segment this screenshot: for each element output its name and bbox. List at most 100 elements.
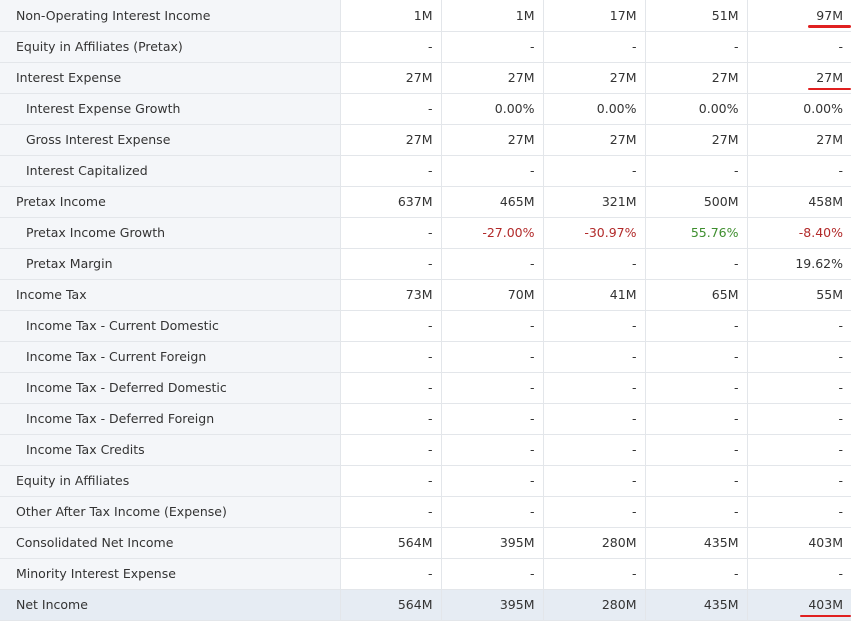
value-cell: 403M <box>746 588 851 621</box>
row-label: Consolidated Net Income <box>0 527 340 559</box>
value-cell: - <box>644 341 747 373</box>
value-cell: - <box>440 248 543 280</box>
value-cell: - <box>746 372 851 404</box>
row-label: Gross Interest Expense <box>0 124 340 156</box>
table-row: Income Tax - Current Domestic - - - - - <box>0 310 851 342</box>
value-cell: 321M <box>542 186 645 218</box>
value-cell: 435M <box>644 527 747 559</box>
row-label: Other After Tax Income (Expense) <box>0 496 340 528</box>
value-cell: 27M <box>644 124 747 156</box>
row-label: Income Tax - Current Foreign <box>0 341 340 373</box>
value-cell: 73M <box>339 279 441 311</box>
value-cell: - <box>746 310 851 342</box>
value-cell: 0.00% <box>644 93 747 125</box>
value-cell: - <box>339 310 441 342</box>
value-cell: 27M <box>746 124 851 156</box>
value-cell: - <box>339 496 441 528</box>
value-cell: - <box>746 31 851 63</box>
value-cell: - <box>644 310 747 342</box>
value-cell: - <box>339 93 441 125</box>
value-cell: - <box>440 155 543 187</box>
table-row: Income Tax - Current Foreign - - - - - <box>0 341 851 373</box>
value-cell: - <box>339 465 441 497</box>
row-label: Equity in Affiliates (Pretax) <box>0 31 340 63</box>
value-cell: 500M <box>644 186 747 218</box>
table-row: Consolidated Net Income 564M 395M 280M 435M 4… <box>0 527 851 559</box>
value-cell: - <box>746 341 851 373</box>
value-cell: 27M <box>339 62 441 94</box>
value-cell: - <box>440 341 543 373</box>
value-cell: - <box>542 155 645 187</box>
value-cell: 435M <box>644 588 747 621</box>
value-cell: 0.00% <box>746 93 851 125</box>
value-cell: 403M <box>746 527 851 559</box>
value-cell: 280M <box>542 527 645 559</box>
value-cell: 27M <box>542 124 645 156</box>
value-cell: - <box>339 217 441 249</box>
row-label: Interest Expense <box>0 62 340 94</box>
value-cell: - <box>644 155 747 187</box>
value-cell: - <box>440 310 543 342</box>
red-underline-annotation: 403M <box>800 597 851 617</box>
value-cell: - <box>746 403 851 435</box>
value-cell: 1M <box>339 0 441 32</box>
value-cell: - <box>440 465 543 497</box>
value-cell: - <box>339 372 441 404</box>
table-row: Other After Tax Income (Expense) - - - - - <box>0 496 851 528</box>
value-cell: 65M <box>644 279 747 311</box>
value-cell: - <box>644 372 747 404</box>
table-row: Gross Interest Expense 27M 27M 27M 27M 27M <box>0 124 851 156</box>
value-cell: 564M <box>339 588 441 621</box>
table-row: Minority Interest Expense - - - - - <box>0 558 851 590</box>
value-cell: - <box>644 465 747 497</box>
value-cell: 19.62% <box>746 248 851 280</box>
value-cell: - <box>339 248 441 280</box>
row-label: Minority Interest Expense <box>0 558 340 590</box>
value-cell: 0.00% <box>440 93 543 125</box>
value-cell: - <box>440 434 543 466</box>
table-row: Equity in Affiliates - - - - - <box>0 465 851 497</box>
value-cell: - <box>339 31 441 63</box>
value-cell: -8.40% <box>746 217 851 249</box>
value-cell: 458M <box>746 186 851 218</box>
value-cell: - <box>339 155 441 187</box>
value-cell: 27M <box>440 124 543 156</box>
row-label: Non-Operating Interest Income <box>0 0 340 32</box>
value-cell: 55.76% <box>644 217 747 249</box>
row-label: Interest Capitalized <box>0 155 340 187</box>
value-cell: - <box>542 31 645 63</box>
value-cell: - <box>542 403 645 435</box>
value-cell: 51M <box>644 0 747 32</box>
value-cell: - <box>339 558 441 590</box>
value-cell: 395M <box>440 527 543 559</box>
value-cell: - <box>440 558 543 590</box>
row-label: Equity in Affiliates <box>0 465 340 497</box>
row-label: Pretax Margin <box>0 248 340 280</box>
table-row: Interest Expense Growth -0.00% 0.00% 0.00% 0… <box>0 93 851 125</box>
value-cell: - <box>746 155 851 187</box>
value-cell: - <box>542 434 645 466</box>
value-cell: 27M <box>339 124 441 156</box>
value-cell: - <box>644 31 747 63</box>
value-cell: - <box>440 372 543 404</box>
table-row: Net Income 564M 395M 280M 435M 403M <box>0 588 851 621</box>
value-cell: - <box>542 558 645 590</box>
value-cell: 17M <box>542 0 645 32</box>
row-label: Pretax Income <box>0 186 340 218</box>
value-cell: 280M <box>542 588 645 621</box>
value-cell: 0.00% <box>542 93 645 125</box>
value-cell: - <box>440 31 543 63</box>
row-label: Income Tax Credits <box>0 434 340 466</box>
value-cell: 1M <box>440 0 543 32</box>
value-cell: 27M <box>440 62 543 94</box>
value-cell: - <box>339 434 441 466</box>
value-cell: - <box>746 434 851 466</box>
value-cell: - <box>440 403 543 435</box>
value-cell: -30.97% <box>542 217 645 249</box>
table-row: Income Tax - Deferred Domestic - - - - - <box>0 372 851 404</box>
value-cell: - <box>746 465 851 497</box>
table-row: Pretax Income Growth - -27.00% -30.97% 55.76… <box>0 217 851 249</box>
row-label: Interest Expense Growth <box>0 93 340 125</box>
row-label: Income Tax - Deferred Domestic <box>0 372 340 404</box>
